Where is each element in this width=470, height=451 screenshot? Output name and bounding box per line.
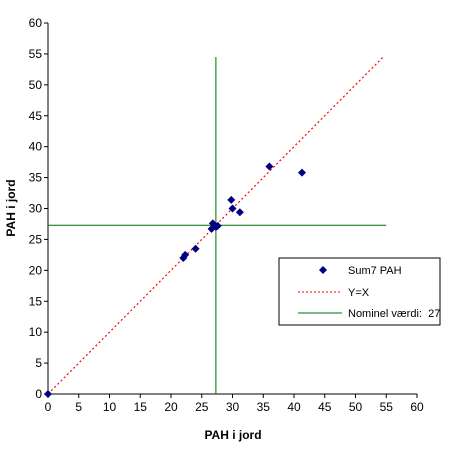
data-point (213, 221, 222, 230)
data-point (227, 195, 236, 204)
x-tick-label: 10 (103, 400, 117, 414)
y-equals-x-line (47, 56, 384, 395)
y-tick-label: 35 (29, 171, 43, 185)
legend-label-nominal: Nominel værdi: 27 (348, 308, 440, 320)
x-tick-labels: 0 5 10 15 20 25 30 35 40 45 50 55 60 (45, 400, 424, 414)
x-tick-label: 55 (380, 400, 394, 414)
data-point (265, 162, 274, 171)
y-tick-label: 55 (29, 47, 43, 61)
data-point (191, 244, 200, 253)
axis-tick-marks (44, 22, 418, 398)
x-tick-label: 50 (349, 400, 363, 414)
legend-label-sum7: Sum7 PAH (348, 265, 402, 277)
data-point (228, 204, 237, 213)
x-tick-label: 45 (318, 400, 332, 414)
x-tick-label: 60 (410, 400, 424, 414)
y-tick-label: 45 (29, 109, 43, 123)
y-tick-label: 0 (35, 387, 42, 401)
y-tick-label: 40 (29, 140, 43, 154)
y-tick-label: 60 (29, 16, 43, 30)
x-tick-label: 15 (134, 400, 148, 414)
legend-marker-diamond-icon (319, 266, 327, 274)
data-point (235, 208, 244, 217)
legend: Sum7 PAH Y=X Nominel værdi: 27 (278, 257, 441, 326)
x-tick-label: 25 (195, 400, 209, 414)
x-tick-label: 20 (164, 400, 178, 414)
y-tick-labels: 0 5 10 15 20 25 30 35 40 45 50 55 60 (29, 16, 43, 401)
data-point (44, 390, 52, 398)
x-tick-label: 30 (226, 400, 240, 414)
y-tick-label: 20 (29, 263, 43, 277)
data-point (179, 253, 188, 262)
x-tick-label: 5 (75, 400, 82, 414)
y-tick-label: 5 (35, 356, 42, 370)
y-tick-label: 10 (29, 325, 43, 339)
y-tick-label: 15 (29, 294, 43, 308)
data-point (181, 250, 190, 259)
x-axis-title: PAH i jord (204, 428, 261, 442)
x-tick-label: 40 (287, 400, 301, 414)
data-point (297, 168, 306, 177)
data-points (44, 162, 306, 398)
x-tick-label: 35 (257, 400, 271, 414)
y-tick-label: 50 (29, 78, 43, 92)
x-tick-label: 0 (45, 400, 52, 414)
y-tick-label: 25 (29, 232, 43, 246)
y-axis-title: PAH i jord (4, 179, 18, 236)
y-tick-label: 30 (29, 202, 43, 216)
legend-box (278, 257, 441, 326)
legend-label-yx: Y=X (348, 287, 370, 299)
